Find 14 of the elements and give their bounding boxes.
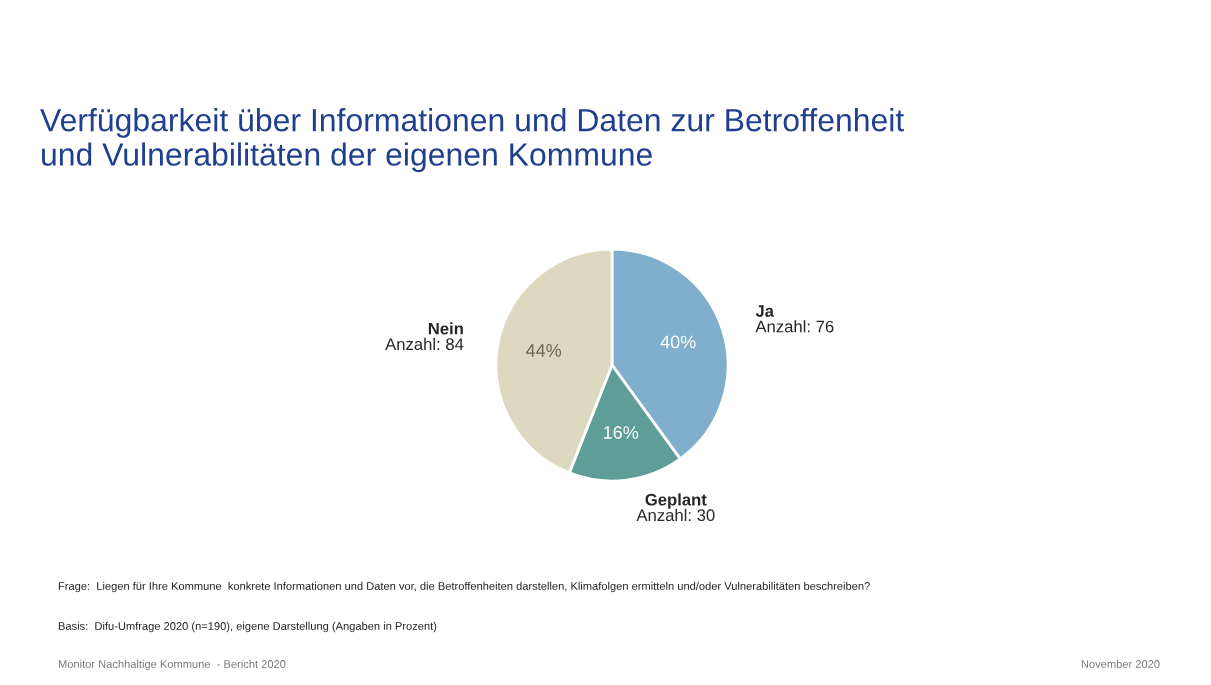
text: Anzahl: 30	[636, 508, 715, 522]
text: Basis: Difu-Umfrage 2020 (n=190), eigene Darstellung (Angaben in Prozent)	[58, 621, 437, 633]
text: Frage: Liegen für Ihre Kommune konkrete Informationen und Daten vor, die Betroffenheiten darstellen, Klimafolgen ermitteln und/oder Vulnerabilitäten beschreiben?	[58, 581, 870, 593]
chart-title: Verfügbarkeit über Informationen und Daten zur Betroffenheit und Vulnerabilitäten der eigenen Kommune	[40, 108, 905, 173]
text: Monitor Nachhaltige Kommune - Bericht 2020	[58, 659, 286, 671]
data-label: 40%	[660, 335, 696, 349]
data-label: 44%	[525, 344, 562, 357]
text: November 2020	[1081, 659, 1160, 668]
slice-label: Nein	[428, 322, 463, 335]
slice-label: Ja	[755, 305, 775, 317]
slice-label: Geplant	[645, 493, 707, 509]
text: Anzahl: 76	[755, 320, 834, 333]
text: Anzahl: 84	[385, 337, 464, 351]
data-label: 16%	[604, 426, 639, 439]
